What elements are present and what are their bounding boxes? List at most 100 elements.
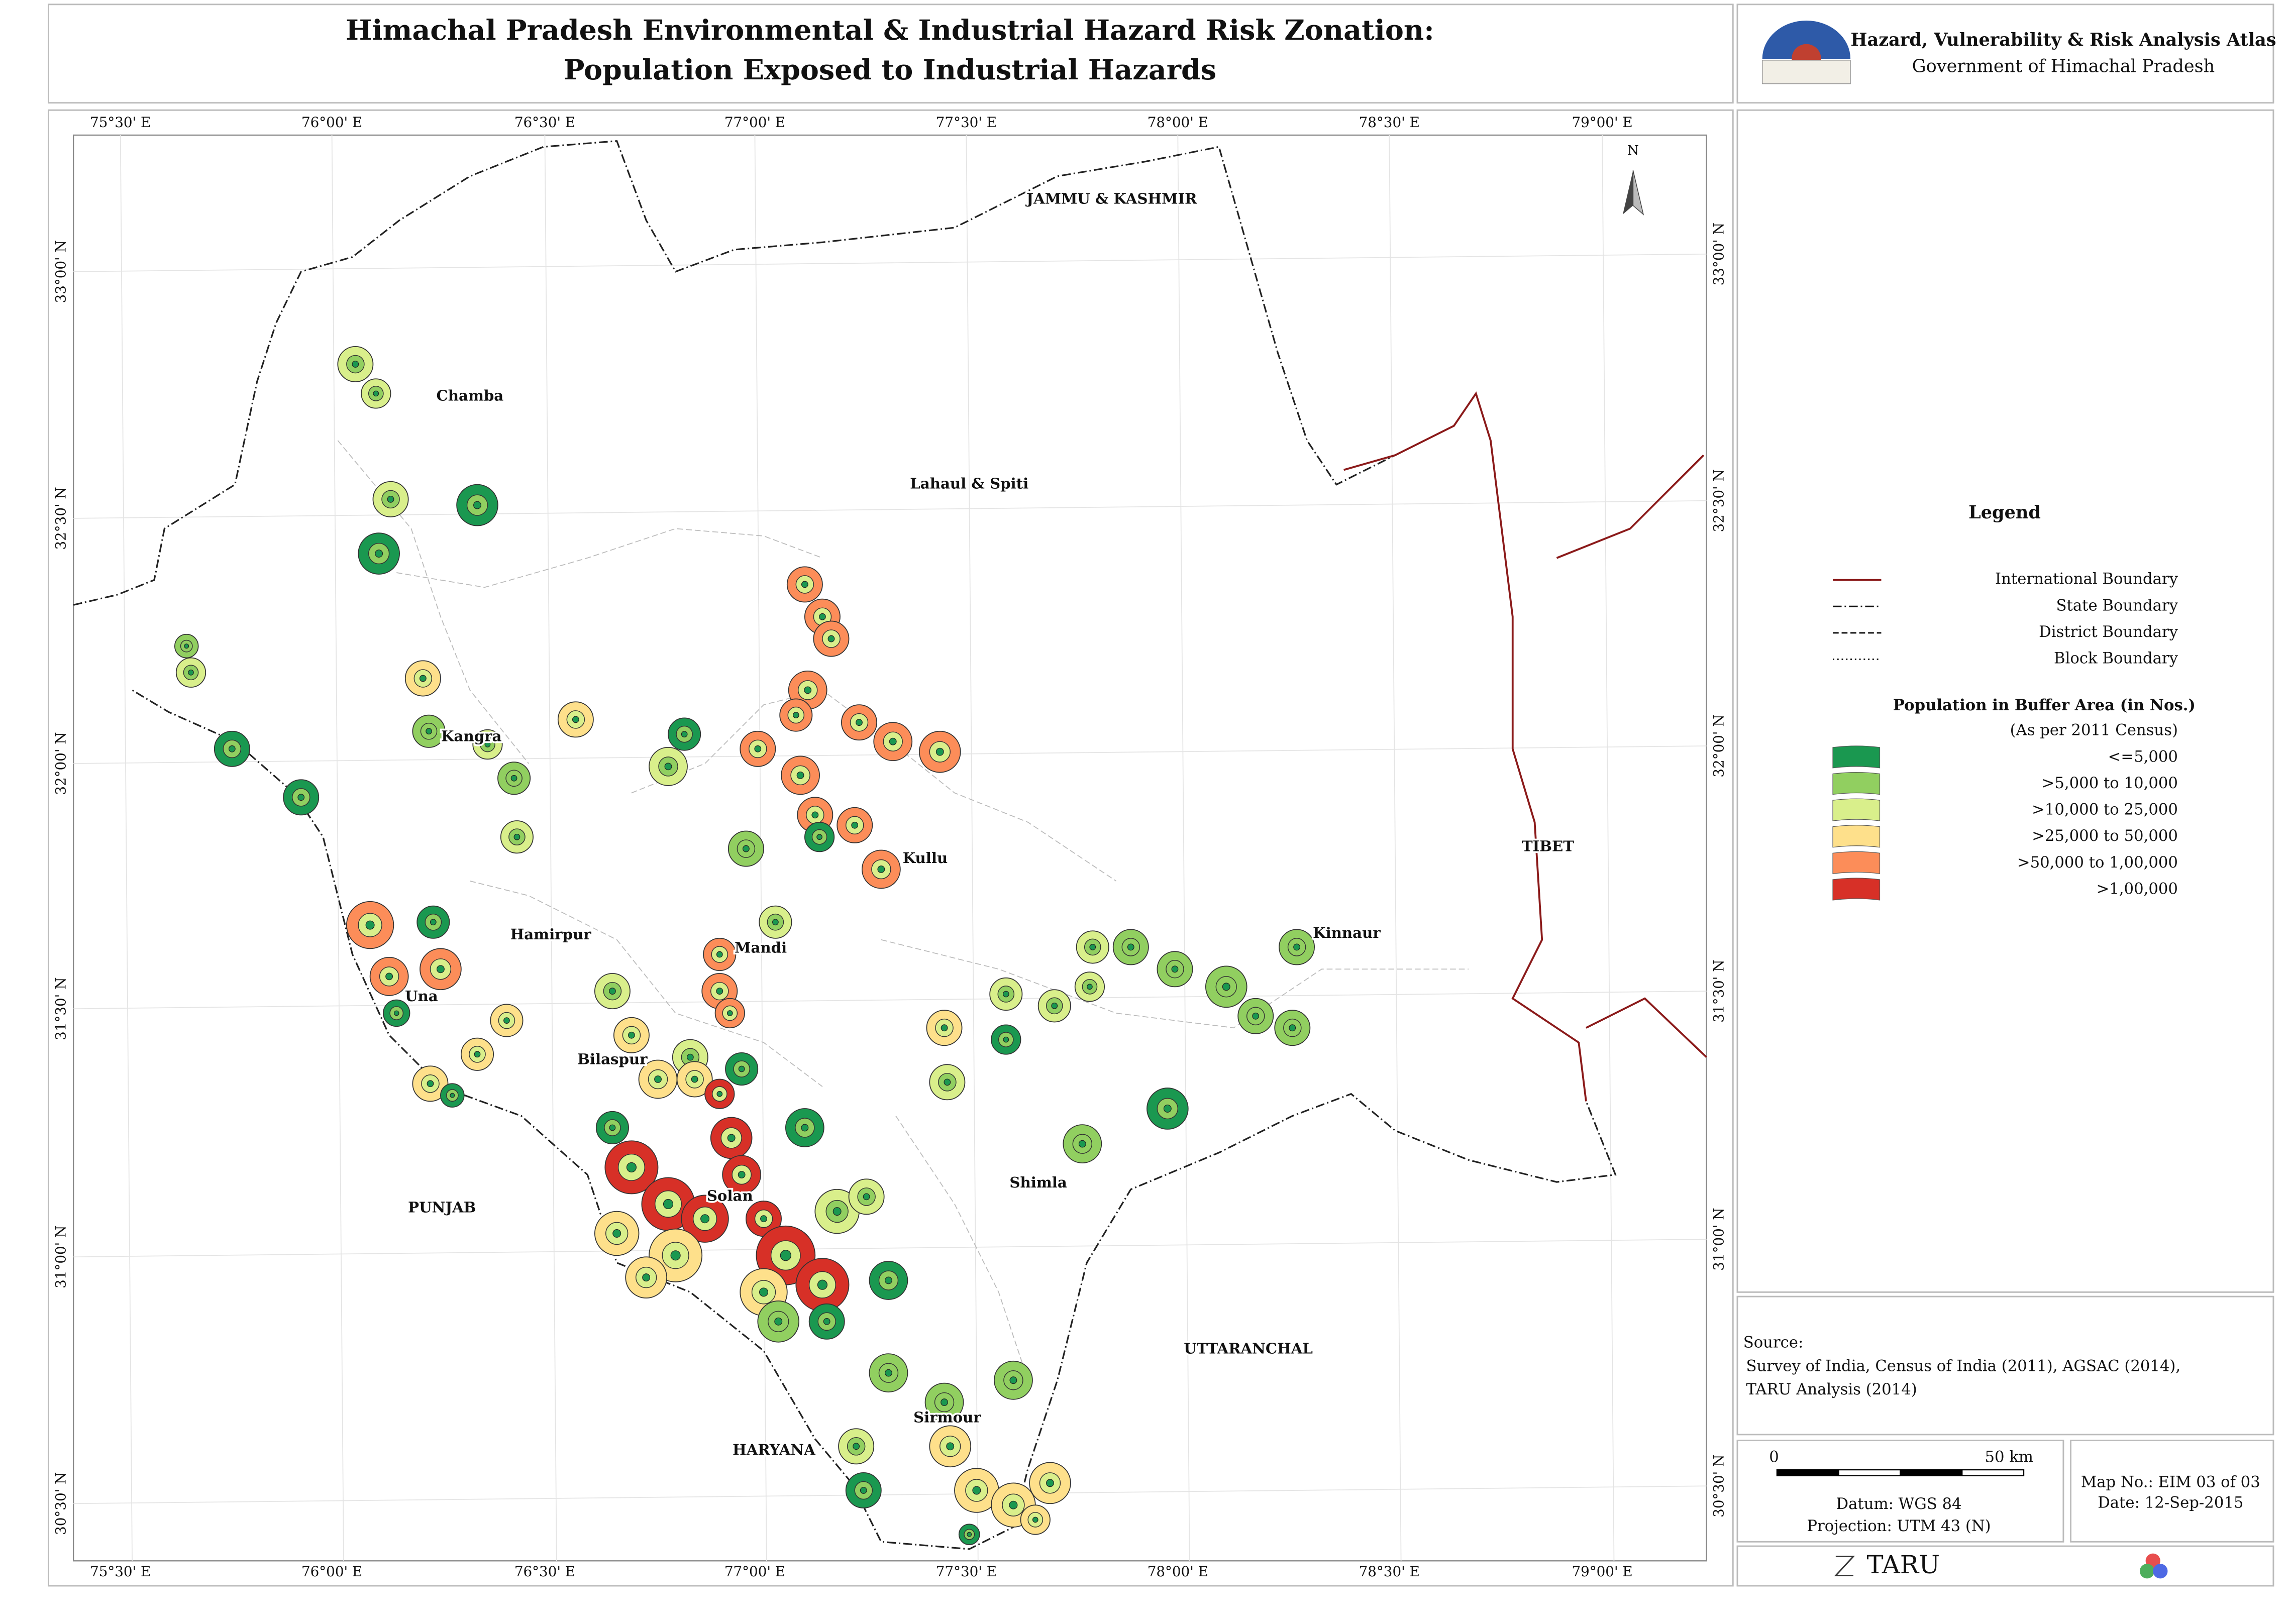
industry-point (760, 1215, 767, 1223)
legend-label: >50,000 to 1,00,000 (2017, 854, 2178, 872)
industry-point (738, 1171, 746, 1178)
emblem (1761, 20, 1851, 84)
industry-point (513, 833, 520, 840)
industry-point (1163, 1105, 1172, 1113)
industry-point (691, 1075, 698, 1083)
industry-point (700, 1214, 710, 1224)
scale-bar (1776, 1469, 2025, 1476)
industry-point (967, 1532, 972, 1537)
industry-point (1003, 1036, 1009, 1043)
title: Himachal Pradesh Environmental & Industr… (346, 14, 1434, 47)
place-label: Mandi (735, 939, 787, 956)
meridian (120, 135, 133, 1561)
industry-point (427, 1080, 434, 1088)
industry-point (972, 1486, 981, 1495)
scale-panel (1736, 1440, 2064, 1543)
industry-point (823, 1318, 830, 1325)
industry-point (856, 719, 863, 726)
industry-point (365, 920, 375, 930)
industry-point (885, 1276, 892, 1284)
meridian (1602, 135, 1615, 1561)
industry-point (387, 495, 394, 503)
legend-swatch (1832, 745, 1881, 769)
industry-point (297, 794, 305, 801)
government: Government of Himachal Pradesh (1912, 56, 2215, 76)
industry-point (1289, 1024, 1296, 1032)
scale-end: 50 km (1985, 1449, 2034, 1466)
industry-point (759, 1287, 769, 1297)
legend-swatch (1832, 772, 1881, 795)
meridian (1389, 135, 1402, 1561)
legend-label: District Boundary (2039, 623, 2178, 641)
industry-point (436, 965, 445, 973)
parallel (73, 253, 1707, 272)
international-boundary (1343, 391, 1707, 1102)
industry-point (352, 361, 359, 368)
parallel (73, 991, 1707, 1010)
longitude-label: 78°00' E (1148, 114, 1208, 131)
industry-point (450, 1093, 455, 1098)
map-number: Map No.: EIM 03 of 03 (2081, 1473, 2260, 1491)
latitude-label: 31°30' N (52, 978, 69, 1040)
industry-point (792, 712, 799, 718)
title-panel (48, 4, 1734, 104)
industry-point (817, 1279, 827, 1290)
longitude-label: 76°30' E (514, 114, 575, 131)
industry-point (1009, 1376, 1017, 1384)
legend-label: Block Boundary (2054, 650, 2178, 668)
industry-point (827, 635, 835, 642)
industry-point (228, 745, 236, 752)
latitude-label: 33°00' N (52, 240, 69, 303)
industry-point (816, 834, 822, 840)
meridian (966, 135, 979, 1561)
industry-point (811, 811, 819, 819)
buffer-zones (174, 346, 1315, 1545)
industry-point (503, 1017, 510, 1024)
latitude-label: 32°30' N (1710, 469, 1727, 532)
place-label: Kangra (441, 727, 501, 744)
longitude-label: 77°30' E (936, 114, 997, 131)
industry-point (375, 550, 383, 558)
title: Population Exposed to Industrial Hazards (564, 54, 1216, 86)
industry-point (430, 919, 437, 926)
place-label: Una (405, 988, 438, 1005)
parallel (73, 1239, 1707, 1258)
legend-panel (1736, 109, 2274, 1293)
latitude-label: 30°30' N (52, 1472, 69, 1535)
parallel (73, 500, 1707, 519)
latitude-label: 33°00' N (1710, 223, 1727, 285)
industry-point (642, 1273, 651, 1282)
place-label: Kullu (903, 849, 948, 867)
industry-point (1051, 1002, 1058, 1009)
industry-point (944, 1078, 951, 1086)
longitude-label: 76°30' E (514, 1563, 575, 1580)
latitude-label: 31°30' N (1710, 959, 1727, 1022)
source-panel (1736, 1295, 2274, 1436)
meridian (544, 135, 557, 1561)
industry-point (373, 390, 379, 397)
industry-point (772, 919, 779, 926)
place-label: Bilaspur (577, 1051, 648, 1068)
industry-point (804, 686, 812, 694)
population-subtitle: (As per 2011 Census) (2010, 722, 2178, 739)
legend-swatch (1832, 851, 1881, 874)
legend-label: >10,000 to 25,000 (2032, 801, 2178, 819)
latitude-label: 32°00' N (1710, 714, 1727, 777)
legend-label: >5,000 to 10,000 (2042, 775, 2178, 792)
industry-point (1089, 944, 1096, 950)
industry-point (385, 972, 393, 981)
industry-point (885, 1369, 892, 1377)
industry-point (426, 728, 432, 735)
industry-point (572, 716, 579, 723)
rgb-logo (2139, 1553, 2168, 1579)
industry-point (1046, 1479, 1054, 1487)
place-label: Chamba (437, 387, 504, 404)
industry-point (780, 1250, 791, 1261)
industry-point (832, 1207, 842, 1216)
industry-point (628, 1031, 635, 1039)
place-label: Sirmour (913, 1409, 981, 1426)
legend-label: >1,00,000 (2097, 880, 2178, 898)
industry-point (743, 845, 750, 852)
